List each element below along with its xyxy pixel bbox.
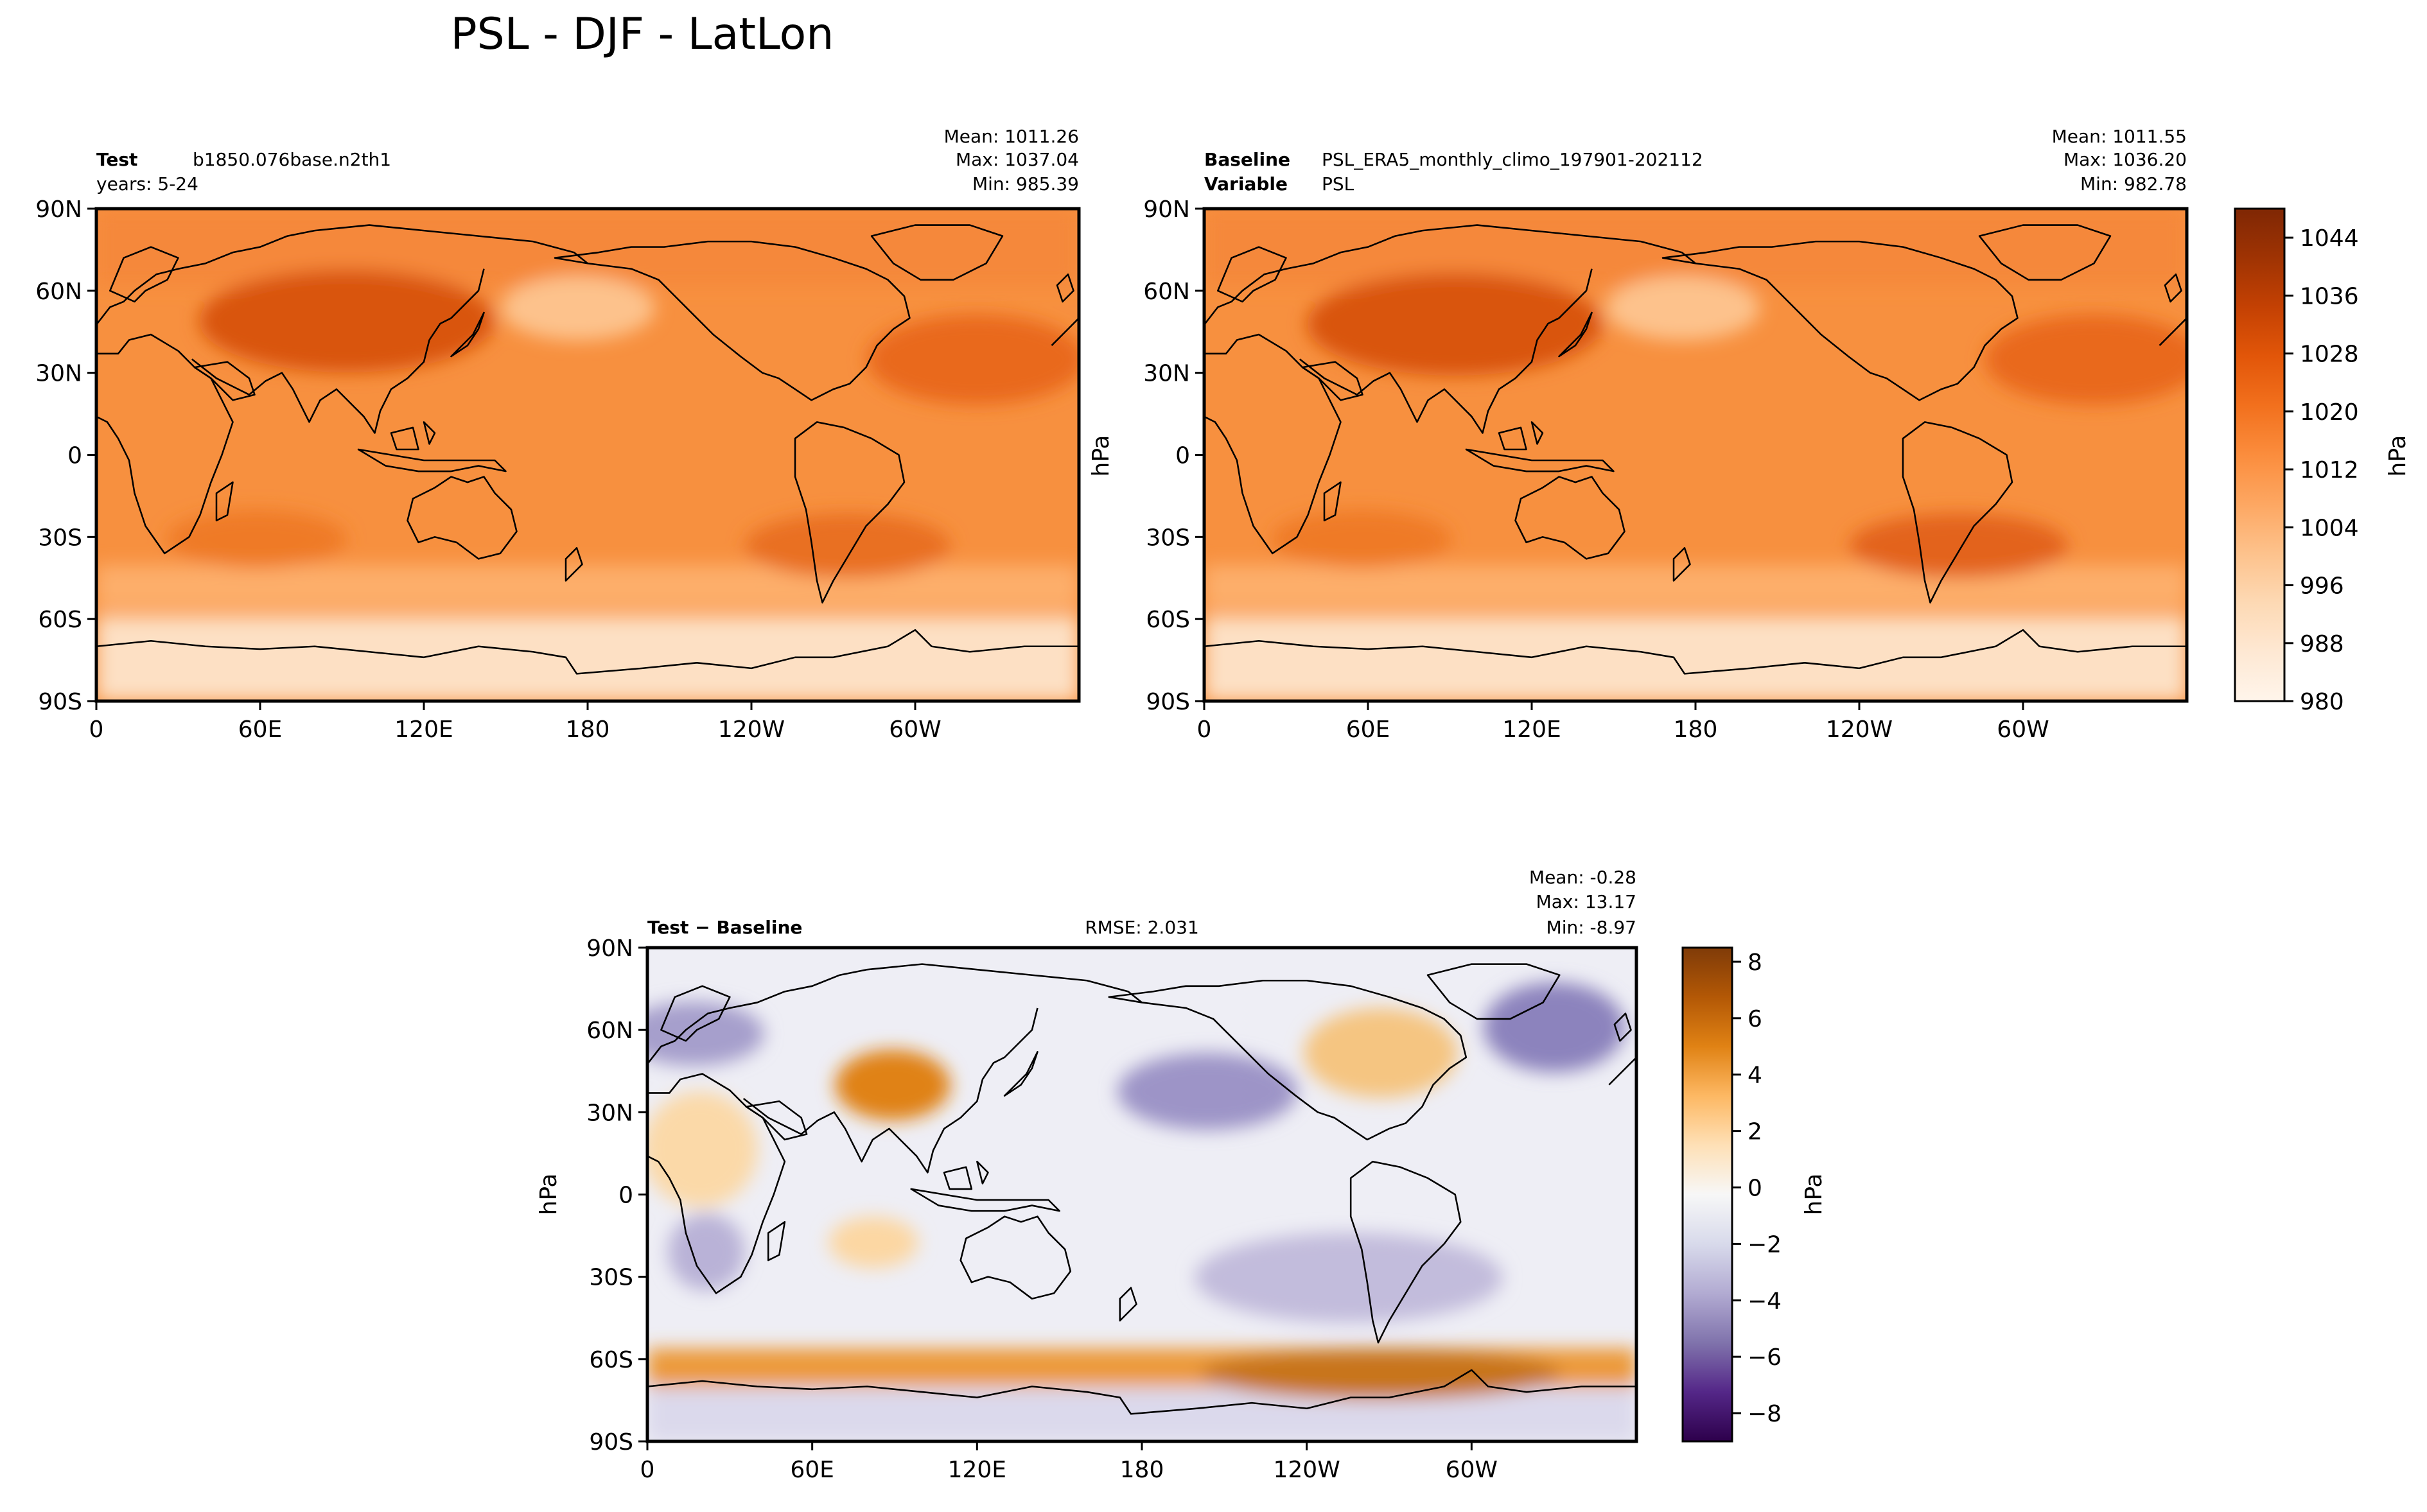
- baseline-xtick-label: 180: [1674, 717, 1718, 743]
- baseline-ytick-label: 60N: [1143, 279, 1190, 305]
- baseline-ytick-label: 90S: [1146, 689, 1190, 715]
- abs-colorbar-tick-label: 996: [2300, 573, 2344, 600]
- diff-colorbar-tick-label: 4: [1748, 1063, 1762, 1089]
- diff-ytick-label: 60N: [586, 1018, 633, 1044]
- abs-colorbar-tick-label: 1044: [2300, 225, 2359, 252]
- figure-title: PSL - DJF - LatLon: [451, 9, 834, 60]
- baseline-ytick-label: 30S: [1146, 525, 1190, 551]
- baseline-xtick-label: 60E: [1346, 717, 1390, 743]
- baseline-header-value-1: PSL_ERA5_monthly_climo_197901-202112: [1322, 149, 1703, 170]
- diff-ytick-label: 0: [618, 1183, 633, 1209]
- abs-colorbar-tick-label: 988: [2300, 631, 2344, 657]
- diff-stat-min: Min: -8.97: [1546, 917, 1636, 938]
- baseline-header-label-2: Variable: [1204, 173, 1288, 195]
- diff-ytick-label: 30S: [589, 1265, 633, 1291]
- baseline-ytick-label: 30N: [1143, 361, 1190, 387]
- abs-colorbar-tick-label: 1036: [2300, 283, 2359, 309]
- diff-header-label: Test − Baseline: [647, 917, 802, 938]
- diff-xtick-label: 60W: [1446, 1457, 1498, 1483]
- diff-ytick-label: 90S: [589, 1429, 633, 1456]
- diff-colorbar-tick-label: 2: [1748, 1119, 1762, 1145]
- baseline-ytick-label: 60S: [1146, 607, 1190, 633]
- diff-colorbar-tick-label: 0: [1748, 1176, 1762, 1202]
- test-header-line-2: years: 5-24: [96, 173, 198, 195]
- diff-ylabel: hPa: [536, 1174, 562, 1215]
- baseline-header-label-1: Baseline: [1204, 149, 1290, 170]
- baseline-ytick-label: 0: [1175, 443, 1190, 469]
- abs-colorbar-tick-label: 1028: [2300, 342, 2359, 368]
- diff-colorbar: −8 −6 −4 −2 0 2 4 6 8 hPa: [1681, 946, 1827, 1443]
- test-ytick-label: 60S: [38, 607, 82, 633]
- diff-xtick-label: 0: [640, 1457, 655, 1483]
- abs-colorbar: 980 988 996 1004 1012 1020 1028 1036 1044 hPa: [2234, 207, 2411, 715]
- diff-colorbar-ticks: −8 −6 −4 −2 0 2 4 6 8: [1732, 950, 1782, 1427]
- baseline-xtick-label: 60W: [1997, 717, 2049, 743]
- diff-stat-max: Max: 13.17: [1536, 891, 1636, 912]
- diff-colorbar-tick-label: 6: [1748, 1006, 1762, 1032]
- abs-colorbar-label: hPa: [2385, 435, 2411, 477]
- diff-stat-mean: Mean: -0.28: [1529, 867, 1636, 888]
- test-xtick-label: 120E: [394, 717, 453, 743]
- diff-colorbar-tick-label: −6: [1748, 1344, 1782, 1371]
- test-xtick-label: 60W: [889, 717, 941, 743]
- abs-colorbar-tick-label: 1004: [2300, 515, 2359, 541]
- test-axis-ticks: 90N 60N 30N 0 30S 60S 90S 0 60E 120E 180 120W 60W: [35, 196, 941, 743]
- diff-colorbar-tick-label: −8: [1748, 1401, 1782, 1427]
- baseline-ytick-label: 90N: [1143, 196, 1190, 223]
- diff-rmse: RMSE: 2.031: [1085, 917, 1199, 938]
- diff-field: [647, 948, 1636, 1441]
- baseline-xtick-label: 0: [1197, 717, 1212, 743]
- test-panel: Test b1850.076base.n2th1 years: 5-24 Mea…: [35, 126, 1081, 743]
- abs-colorbar-fill: [2234, 207, 2286, 702]
- baseline-xtick-label: 120W: [1826, 717, 1893, 743]
- diff-colorbar-tick-label: 8: [1748, 950, 1762, 976]
- baseline-ylabel: hPa: [1088, 435, 1114, 477]
- diff-ytick-label: 90N: [586, 935, 633, 962]
- test-ytick-label: 60N: [35, 279, 82, 305]
- test-xtick-label: 0: [89, 717, 104, 743]
- diff-xtick-label: 60E: [790, 1457, 834, 1483]
- test-xtick-label: 120W: [718, 717, 785, 743]
- baseline-stat-mean: Mean: 1011.55: [2052, 126, 2187, 147]
- abs-colorbar-tick-label: 980: [2300, 689, 2344, 715]
- test-field: [96, 209, 1079, 701]
- baseline-xtick-label: 120E: [1502, 717, 1561, 743]
- test-stat-min: Min: 985.39: [972, 173, 1079, 195]
- baseline-stat-max: Max: 1036.20: [2063, 149, 2187, 170]
- test-ytick-label: 90N: [35, 196, 82, 223]
- test-ytick-label: 30N: [35, 361, 82, 387]
- diff-colorbar-tick-label: −2: [1748, 1231, 1782, 1258]
- abs-colorbar-ticks: 980 988 996 1004 1012 1020 1028 1036 1044: [2284, 225, 2359, 715]
- diff-axis-ticks: 90N 60N 30N 0 30S 60S 90S 0 60E 120E 180 120W 60W: [586, 935, 1498, 1483]
- test-header-value-1: b1850.076base.n2th1: [193, 149, 391, 170]
- baseline-header-value-2: PSL: [1322, 173, 1354, 195]
- test-xtick-label: 60E: [238, 717, 283, 743]
- test-ytick-label: 0: [67, 443, 82, 469]
- diff-ytick-label: 60S: [589, 1347, 633, 1373]
- diff-colorbar-label: hPa: [1801, 1174, 1827, 1215]
- diff-colorbar-fill: [1681, 946, 1733, 1443]
- diff-panel: Test − Baseline RMSE: 2.031 Mean: -0.28 …: [536, 867, 1638, 1483]
- baseline-field: [1204, 209, 2187, 701]
- test-xtick-label: 180: [566, 717, 610, 743]
- abs-colorbar-tick-label: 1020: [2300, 399, 2359, 426]
- diff-xtick-label: 180: [1120, 1457, 1164, 1483]
- baseline-stat-min: Min: 982.78: [2080, 173, 2187, 195]
- test-stat-max: Max: 1037.04: [956, 149, 1079, 170]
- abs-colorbar-tick-label: 1012: [2300, 457, 2359, 483]
- baseline-axis-ticks: 90N 60N 30N 0 30S 60S 90S 0 60E 120E 180 120W 60W: [1143, 196, 2049, 743]
- diff-colorbar-tick-label: −4: [1748, 1288, 1782, 1314]
- test-ytick-label: 30S: [38, 525, 82, 551]
- test-stat-mean: Mean: 1011.26: [944, 126, 1079, 147]
- diff-xtick-label: 120E: [948, 1457, 1006, 1483]
- diff-xtick-label: 120W: [1274, 1457, 1340, 1483]
- test-header-label-1: Test: [96, 149, 137, 170]
- baseline-panel: Baseline PSL_ERA5_monthly_climo_197901-2…: [1088, 126, 2189, 743]
- test-ytick-label: 90S: [38, 689, 82, 715]
- diff-ytick-label: 30N: [586, 1100, 633, 1126]
